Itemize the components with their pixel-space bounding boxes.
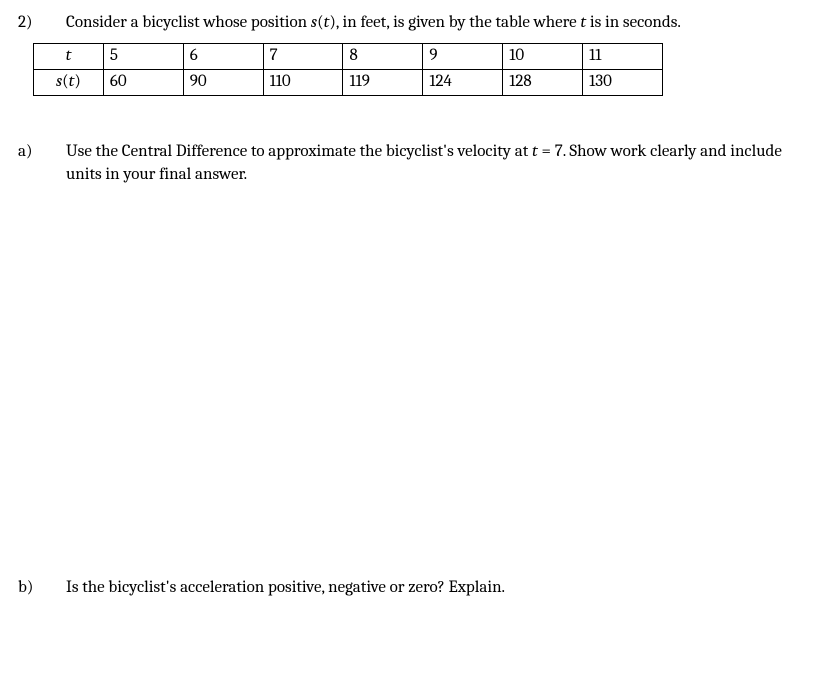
s-cell: 124	[423, 69, 503, 95]
paren-close: )	[74, 72, 81, 91]
stem-suffix: is in seconds.	[586, 13, 681, 32]
table-row: s(t) 60 90 110 119 124 128 130	[34, 69, 663, 95]
s-cell: 60	[103, 69, 183, 95]
table-row: t 5 6 7 8 9 10 11	[34, 43, 663, 69]
t-cell: 6	[183, 43, 263, 69]
part-a: a) Use the Central Difference to approxi…	[18, 141, 802, 187]
stem-mid: , in feet, is given by the table where	[336, 13, 581, 32]
row-header-t: t	[34, 43, 104, 69]
t-cell: 5	[103, 43, 183, 69]
part-b-text: Is the bicyclist's acceleration positive…	[66, 577, 802, 600]
s-cell: 110	[263, 69, 343, 95]
eq-mid: =	[538, 142, 555, 161]
problem-stem-text: Consider a bicyclist whose position s(t)…	[66, 12, 802, 35]
position-table: t 5 6 7 8 9 10 11 s(t) 60 90 110 119 124…	[33, 43, 663, 96]
s-cell: 128	[503, 69, 583, 95]
problem-2-stem: 2) Consider a bicyclist whose position s…	[18, 12, 802, 35]
part-a-text: Use the Central Difference to approximat…	[66, 141, 802, 187]
part-b: b) Is the bicyclist's acceleration posit…	[18, 577, 802, 600]
problem-number: 2)	[18, 12, 66, 35]
part-b-label: b)	[18, 577, 66, 600]
eq-rhs: 7	[555, 142, 563, 161]
row-header-st: s(t)	[34, 69, 104, 95]
t-cell: 10	[503, 43, 583, 69]
t-cell: 9	[423, 43, 503, 69]
part-a-label: a)	[18, 141, 66, 164]
s-cell: 130	[583, 69, 663, 95]
part-a-prefix: Use the Central Difference to approximat…	[66, 142, 532, 161]
s-cell: 90	[183, 69, 263, 95]
s-cell: 119	[343, 69, 423, 95]
t-cell: 7	[263, 43, 343, 69]
t-cell: 11	[583, 43, 663, 69]
stem-prefix: Consider a bicyclist whose position	[66, 13, 311, 32]
t-cell: 8	[343, 43, 423, 69]
